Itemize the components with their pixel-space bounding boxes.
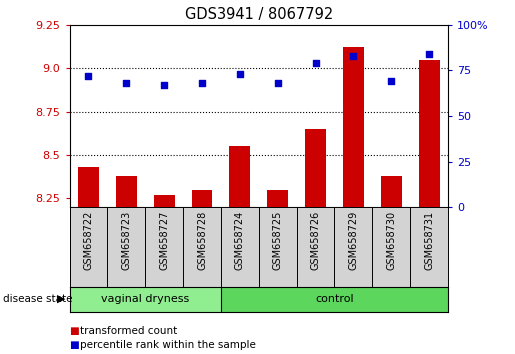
Bar	[381, 176, 402, 207]
Text: GSM658730: GSM658730	[386, 211, 396, 270]
Text: ■: ■	[70, 326, 79, 336]
Text: GSM658729: GSM658729	[349, 211, 358, 270]
Bar	[78, 167, 99, 207]
Point	[122, 80, 130, 86]
Text: GSM658722: GSM658722	[83, 211, 93, 270]
Bar	[154, 195, 175, 207]
Point	[160, 82, 168, 88]
Text: transformed count: transformed count	[80, 326, 177, 336]
Text: percentile rank within the sample: percentile rank within the sample	[80, 340, 256, 350]
Point	[349, 53, 357, 59]
Text: GSM658725: GSM658725	[273, 211, 283, 270]
Point	[84, 73, 93, 79]
Text: control: control	[315, 294, 354, 304]
Text: GSM658728: GSM658728	[197, 211, 207, 270]
Bar	[116, 176, 136, 207]
Point	[273, 80, 282, 86]
Text: GSM658724: GSM658724	[235, 211, 245, 270]
Text: GSM658731: GSM658731	[424, 211, 434, 270]
Bar	[305, 129, 326, 207]
Bar	[230, 146, 250, 207]
Bar	[192, 190, 212, 207]
Point	[425, 51, 433, 57]
Text: GSM658727: GSM658727	[159, 211, 169, 270]
Text: ▶: ▶	[57, 294, 65, 304]
Bar	[419, 59, 439, 207]
Bar	[70, 287, 221, 312]
Point	[198, 80, 206, 86]
Text: vaginal dryness: vaginal dryness	[101, 294, 190, 304]
Bar	[343, 47, 364, 207]
Text: disease state: disease state	[3, 294, 72, 304]
Title: GDS3941 / 8067792: GDS3941 / 8067792	[185, 7, 333, 22]
Bar	[267, 190, 288, 207]
Point	[387, 79, 396, 84]
Point	[236, 71, 244, 77]
Text: GSM658726: GSM658726	[311, 211, 320, 270]
Text: ■: ■	[70, 340, 79, 350]
Text: GSM658723: GSM658723	[122, 211, 131, 270]
Point	[312, 60, 320, 66]
